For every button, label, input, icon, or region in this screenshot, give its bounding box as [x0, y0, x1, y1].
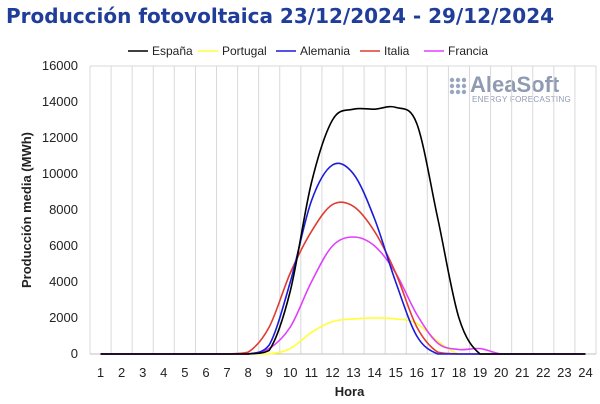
y-tick-label: 4000	[49, 274, 78, 289]
legend-label-1: España	[152, 44, 193, 58]
x-tick-label: 5	[181, 365, 188, 380]
x-tick-label: 11	[305, 365, 319, 380]
x-tick-label: 24	[578, 365, 592, 380]
x-tick-label: 21	[515, 365, 529, 380]
logo-dot-icon	[449, 89, 455, 95]
logo-dot-icon	[461, 89, 467, 95]
legend-label-2: Portugal	[222, 44, 267, 58]
logo-dot-icon	[461, 83, 467, 89]
x-tick-label: 10	[283, 365, 297, 380]
legend-label-3: Alemania	[300, 44, 350, 58]
x-tick-label: 7	[223, 365, 230, 380]
logo-dot-icon	[449, 83, 455, 89]
legend-label-5: Francia	[448, 44, 488, 58]
x-tick-label: 14	[367, 365, 381, 380]
watermark-logo: AleaSoft	[470, 72, 560, 97]
y-tick-label: 10000	[42, 166, 78, 181]
x-tick-label: 15	[388, 365, 402, 380]
x-tick-label: 4	[160, 365, 167, 380]
y-tick-label: 6000	[49, 238, 78, 253]
y-tick-label: 0	[71, 346, 78, 361]
chart-title: Producción fotovoltaica 23/12/2024 - 29/…	[6, 4, 555, 28]
x-tick-label: 8	[245, 365, 252, 380]
x-tick-label: 6	[202, 365, 209, 380]
x-tick-label: 3	[139, 365, 146, 380]
x-tick-label: 16	[410, 365, 424, 380]
x-tick-label: 20	[494, 365, 508, 380]
x-tick-label: 22	[536, 365, 550, 380]
x-tick-label: 9	[266, 365, 273, 380]
x-tick-label: 2	[118, 365, 125, 380]
x-tick-label: 19	[473, 365, 487, 380]
x-axis-label: Hora	[335, 384, 365, 399]
x-tick-label: 23	[557, 365, 571, 380]
x-tick-label: 18	[452, 365, 466, 380]
x-tick-label: 1	[97, 365, 104, 380]
y-tick-label: 8000	[49, 202, 78, 217]
y-tick-label: 12000	[42, 130, 78, 145]
y-tick-label: 2000	[49, 310, 78, 325]
x-tick-label: 17	[431, 365, 445, 380]
y-tick-label: 14000	[42, 94, 78, 109]
legend-label-4: Italia	[384, 44, 410, 58]
logo-dot-icon	[455, 83, 461, 89]
logo-dot-icon	[461, 77, 467, 83]
x-tick-label: 12	[325, 365, 339, 380]
y-axis-label: Producción media (MWh)	[19, 132, 34, 288]
series-line-1	[100, 105, 586, 355]
logo-dot-icon	[449, 77, 455, 83]
watermark-subtext: ENERGY FORECASTING	[472, 95, 571, 104]
logo-dot-icon	[455, 77, 461, 83]
y-tick-label: 16000	[42, 58, 78, 73]
logo-dot-icon	[455, 89, 461, 95]
x-tick-label: 13	[346, 365, 360, 380]
